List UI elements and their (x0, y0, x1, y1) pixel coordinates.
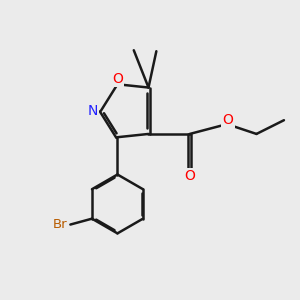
Text: Br: Br (53, 218, 68, 231)
Text: O: O (184, 169, 195, 183)
Text: O: O (112, 72, 123, 86)
Text: N: N (88, 104, 98, 118)
Text: O: O (223, 113, 233, 127)
